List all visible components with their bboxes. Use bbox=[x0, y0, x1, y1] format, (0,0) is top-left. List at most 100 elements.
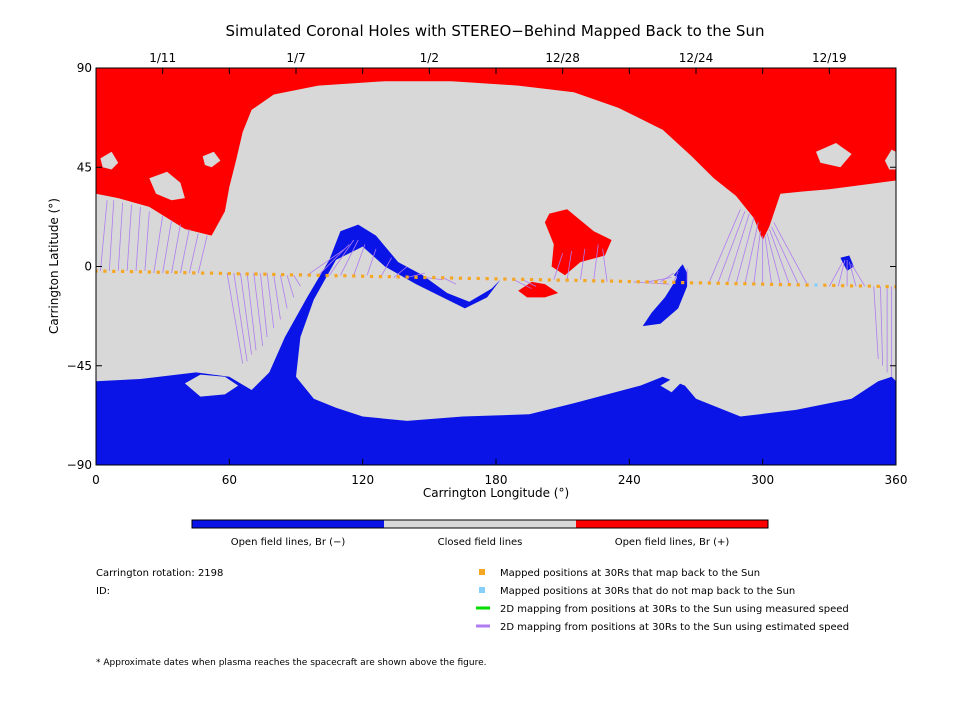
mapped-point-89 bbox=[894, 285, 896, 289]
mapped-point-31 bbox=[369, 274, 374, 279]
mapped-point-15 bbox=[227, 271, 231, 276]
negative-region-9 bbox=[642, 266, 688, 327]
y-tick-label-3: −45 bbox=[67, 359, 92, 373]
mapping-line-28 bbox=[366, 248, 377, 276]
mapped-point-16 bbox=[236, 272, 240, 276]
mapped-point-24 bbox=[307, 273, 311, 277]
mapped-point-4 bbox=[129, 269, 134, 274]
x-axis-label: Carrington Longitude (°) bbox=[423, 486, 569, 500]
colorbar-label-0: Open field lines, Br (−) bbox=[231, 537, 346, 548]
mapped-point-9 bbox=[174, 270, 178, 275]
mapped-point-74 bbox=[752, 282, 756, 286]
mapping-line-61 bbox=[848, 261, 857, 287]
legend-mapped-label: Mapped positions at 30Rs that map back t… bbox=[500, 568, 760, 579]
mapping-line-4 bbox=[135, 206, 141, 271]
mapping-line-31 bbox=[407, 272, 425, 278]
mapped-point-34 bbox=[396, 275, 400, 279]
mapping-line-58 bbox=[828, 261, 844, 287]
y-tick-label-1: 45 bbox=[77, 160, 92, 174]
mapping-line-38 bbox=[580, 248, 586, 280]
closed-region-1 bbox=[149, 171, 185, 201]
mapped-point-60 bbox=[627, 279, 631, 284]
mapped-point-57 bbox=[601, 279, 605, 283]
mapping-line-30 bbox=[393, 266, 408, 278]
mapped-point-20 bbox=[272, 272, 276, 277]
mapped-point-17 bbox=[245, 272, 249, 276]
mapped-point-33 bbox=[387, 275, 391, 279]
mapped-point-1 bbox=[103, 269, 107, 273]
mapped-point-81 bbox=[823, 283, 827, 287]
mapped-point-87 bbox=[876, 284, 880, 288]
mapping-line-49 bbox=[735, 217, 755, 285]
mapping-line-12 bbox=[226, 273, 244, 364]
x-tick-label-3: 180 bbox=[485, 473, 508, 487]
mapped-point-44 bbox=[485, 277, 489, 281]
mapped-point-42 bbox=[467, 276, 471, 281]
legend-mapped-swatch bbox=[479, 569, 485, 575]
mapped-point-83 bbox=[841, 284, 845, 288]
date-tick-label-0: 1/11 bbox=[149, 51, 176, 65]
mapped-point-19 bbox=[263, 272, 267, 276]
date-tick-label-1: 1/7 bbox=[286, 51, 305, 65]
mapping-line-27 bbox=[353, 244, 366, 276]
mapping-line-7 bbox=[162, 220, 172, 274]
mapping-line-22 bbox=[293, 275, 301, 287]
mapping-line-8 bbox=[171, 224, 181, 274]
mapped-point-80 bbox=[805, 283, 809, 287]
mapped-point-29 bbox=[352, 274, 356, 278]
mapping-line-6 bbox=[153, 215, 164, 274]
colorbar-segment-1 bbox=[384, 520, 576, 528]
mapped-point-35 bbox=[405, 275, 409, 279]
mapped-point-56 bbox=[592, 279, 596, 283]
mapping-line-37 bbox=[566, 250, 572, 280]
mapped-point-82 bbox=[832, 283, 836, 288]
mapped-point-38 bbox=[432, 275, 436, 280]
mapping-line-15 bbox=[246, 273, 257, 351]
negative-region-6 bbox=[96, 224, 896, 465]
mapping-line-43 bbox=[660, 272, 674, 283]
mapping-line-20 bbox=[280, 275, 288, 309]
mapped-point-58 bbox=[609, 279, 614, 283]
date-tick-label-3: 12/28 bbox=[545, 51, 580, 65]
mapping-line-48 bbox=[726, 213, 750, 285]
closed-region-4 bbox=[816, 143, 852, 168]
mapping-line-23 bbox=[306, 248, 346, 276]
mapped-point-10 bbox=[183, 271, 187, 275]
chart-title: Simulated Coronal Holes with STEREO−Behi… bbox=[226, 22, 765, 40]
mapped-point-62 bbox=[645, 280, 649, 284]
mapped-point-21 bbox=[281, 273, 285, 277]
mapping-line-39 bbox=[593, 244, 599, 280]
mapping-line-40 bbox=[602, 248, 608, 282]
mapped-point-86 bbox=[867, 284, 871, 288]
x-tick-label-5: 300 bbox=[751, 473, 774, 487]
mapped-point-22 bbox=[289, 273, 294, 277]
unmapped-point-0 bbox=[814, 283, 818, 287]
mapping-line-59 bbox=[837, 259, 846, 287]
colorbar-segment-0 bbox=[192, 520, 384, 528]
footnote: * Approximate dates when plasma reaches … bbox=[96, 658, 487, 668]
mapped-point-55 bbox=[583, 279, 587, 283]
mapping-line-1 bbox=[108, 200, 115, 271]
closed-region-5 bbox=[884, 149, 896, 170]
mapping-line-29 bbox=[380, 257, 392, 278]
mapping-line-18 bbox=[266, 273, 275, 329]
closed-region-2 bbox=[100, 151, 119, 170]
mapped-point-69 bbox=[707, 281, 711, 285]
mapping-line-55 bbox=[768, 228, 790, 285]
mapped-point-65 bbox=[672, 280, 676, 284]
mapped-point-78 bbox=[787, 282, 791, 287]
info-block: Carrington rotation: 2198 ID: bbox=[96, 568, 223, 597]
mapped-point-23 bbox=[298, 273, 303, 277]
mapping-line-63 bbox=[873, 286, 879, 360]
mapping-line-2 bbox=[117, 202, 124, 271]
y-axis-label: Carrington Latitude (°) bbox=[47, 198, 61, 334]
mapped-point-5 bbox=[138, 270, 143, 274]
mapped-point-52 bbox=[556, 278, 560, 282]
mapped-point-53 bbox=[565, 278, 569, 282]
colorbar-segment-2 bbox=[576, 520, 768, 528]
mapped-point-64 bbox=[663, 280, 667, 284]
date-tick-label-4: 12/24 bbox=[679, 51, 714, 65]
mapped-point-72 bbox=[734, 282, 738, 286]
mapping-line-36 bbox=[553, 253, 564, 280]
y-tick-label-2: 0 bbox=[84, 260, 92, 274]
